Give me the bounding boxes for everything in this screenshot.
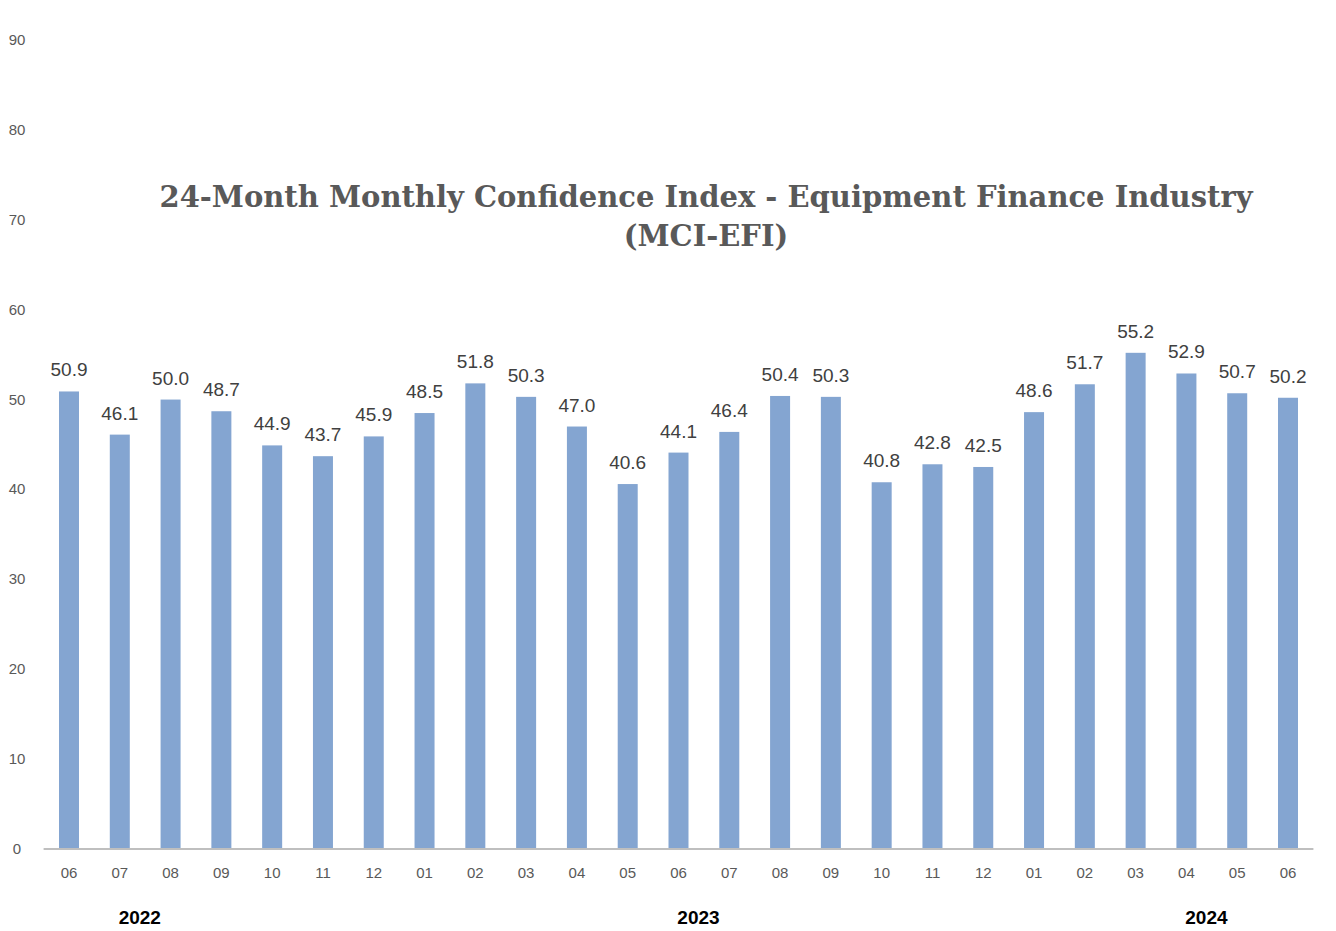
data-label: 55.2 bbox=[1117, 321, 1154, 342]
data-label: 40.6 bbox=[609, 452, 646, 473]
x-tick-label: 07 bbox=[721, 864, 738, 881]
y-tick-label: 80 bbox=[9, 121, 26, 138]
data-label: 50.0 bbox=[152, 368, 189, 389]
x-tick-label: 11 bbox=[315, 864, 331, 881]
year-label: 2023 bbox=[677, 907, 719, 928]
x-tick-label: 01 bbox=[1026, 864, 1043, 881]
x-tick-label: 08 bbox=[162, 864, 179, 881]
y-tick-label: 70 bbox=[9, 211, 26, 228]
x-tick-label: 03 bbox=[518, 864, 535, 881]
bar bbox=[821, 397, 841, 849]
x-tick-label: 12 bbox=[975, 864, 992, 881]
y-tick-label: 30 bbox=[9, 570, 26, 587]
bar bbox=[313, 456, 333, 849]
bar bbox=[973, 467, 993, 849]
x-tick-label: 03 bbox=[1127, 864, 1144, 881]
data-label: 43.7 bbox=[304, 424, 341, 445]
data-label: 48.7 bbox=[203, 379, 240, 400]
y-tick-label: 60 bbox=[9, 301, 26, 318]
data-label: 52.9 bbox=[1168, 341, 1205, 362]
bar bbox=[618, 484, 638, 849]
bar bbox=[719, 432, 739, 849]
bar bbox=[922, 464, 942, 849]
bar bbox=[59, 391, 79, 849]
x-tick-label: 05 bbox=[619, 864, 636, 881]
x-tick-label: 04 bbox=[569, 864, 586, 881]
data-label: 46.4 bbox=[711, 400, 748, 421]
chart: 010203040506070809024-Month Monthly Conf… bbox=[0, 0, 1336, 931]
year-label: 2022 bbox=[119, 907, 161, 928]
x-tick-label: 08 bbox=[772, 864, 789, 881]
x-tick-label: 01 bbox=[416, 864, 433, 881]
bar bbox=[1278, 398, 1298, 849]
title: 24-Month Monthly Confidence Index - Equi… bbox=[159, 180, 1253, 253]
bar bbox=[1227, 393, 1247, 849]
x-tick-label: 02 bbox=[1076, 864, 1093, 881]
data-label: 51.8 bbox=[457, 351, 494, 372]
bar bbox=[567, 427, 587, 849]
y-tick-label: 20 bbox=[9, 660, 26, 677]
bar bbox=[465, 383, 485, 849]
bar bbox=[1024, 412, 1044, 849]
year-label: 2024 bbox=[1185, 907, 1228, 928]
x-tick-label: 06 bbox=[1280, 864, 1297, 881]
bar bbox=[110, 435, 130, 849]
bar bbox=[770, 396, 790, 849]
data-label: 50.3 bbox=[812, 365, 849, 386]
x-tick-label: 10 bbox=[264, 864, 281, 881]
data-label: 50.9 bbox=[51, 359, 88, 380]
data-label: 48.5 bbox=[406, 381, 443, 402]
data-label: 50.2 bbox=[1270, 366, 1307, 387]
x-tick-label: 11 bbox=[925, 864, 941, 881]
data-label: 46.1 bbox=[101, 403, 138, 424]
data-label: 48.6 bbox=[1016, 380, 1053, 401]
bars bbox=[59, 353, 1298, 849]
bar bbox=[669, 453, 689, 849]
data-label: 47.0 bbox=[558, 395, 595, 416]
x-tick-label: 10 bbox=[873, 864, 890, 881]
bar bbox=[516, 397, 536, 849]
y-tick-label: 0 bbox=[13, 840, 21, 857]
x-tick-label: 06 bbox=[670, 864, 687, 881]
x-tick-label: 04 bbox=[1178, 864, 1195, 881]
x-tick-label: 02 bbox=[467, 864, 484, 881]
bar bbox=[161, 400, 181, 849]
bar bbox=[211, 411, 231, 849]
x-tick-label: 12 bbox=[365, 864, 382, 881]
data-label: 40.8 bbox=[863, 450, 900, 471]
y-tick-label: 40 bbox=[9, 480, 26, 497]
data-label: 50.3 bbox=[508, 365, 545, 386]
data-label: 45.9 bbox=[355, 404, 392, 425]
bar bbox=[415, 413, 435, 849]
data-label: 42.5 bbox=[965, 435, 1002, 456]
y-tick-label: 90 bbox=[9, 31, 26, 48]
data-label: 42.8 bbox=[914, 432, 951, 453]
data-label: 50.4 bbox=[762, 364, 799, 385]
data-label: 44.9 bbox=[254, 413, 291, 434]
x-tick-label: 06 bbox=[61, 864, 78, 881]
x-tick-label: 09 bbox=[823, 864, 840, 881]
x-tick-label: 05 bbox=[1229, 864, 1246, 881]
x-axis bbox=[44, 848, 1314, 850]
data-label: 44.1 bbox=[660, 421, 697, 442]
bar bbox=[262, 445, 282, 849]
bar bbox=[1176, 373, 1196, 849]
bar bbox=[1075, 384, 1095, 849]
bar bbox=[872, 482, 892, 849]
bar bbox=[364, 436, 384, 849]
data-label: 50.7 bbox=[1219, 361, 1256, 382]
y-tick-label: 10 bbox=[9, 750, 26, 767]
y-tick-label: 50 bbox=[9, 391, 26, 408]
x-tick-label: 07 bbox=[111, 864, 128, 881]
data-label: 51.7 bbox=[1066, 352, 1103, 373]
bar bbox=[1126, 353, 1146, 849]
x-tick-label: 09 bbox=[213, 864, 230, 881]
